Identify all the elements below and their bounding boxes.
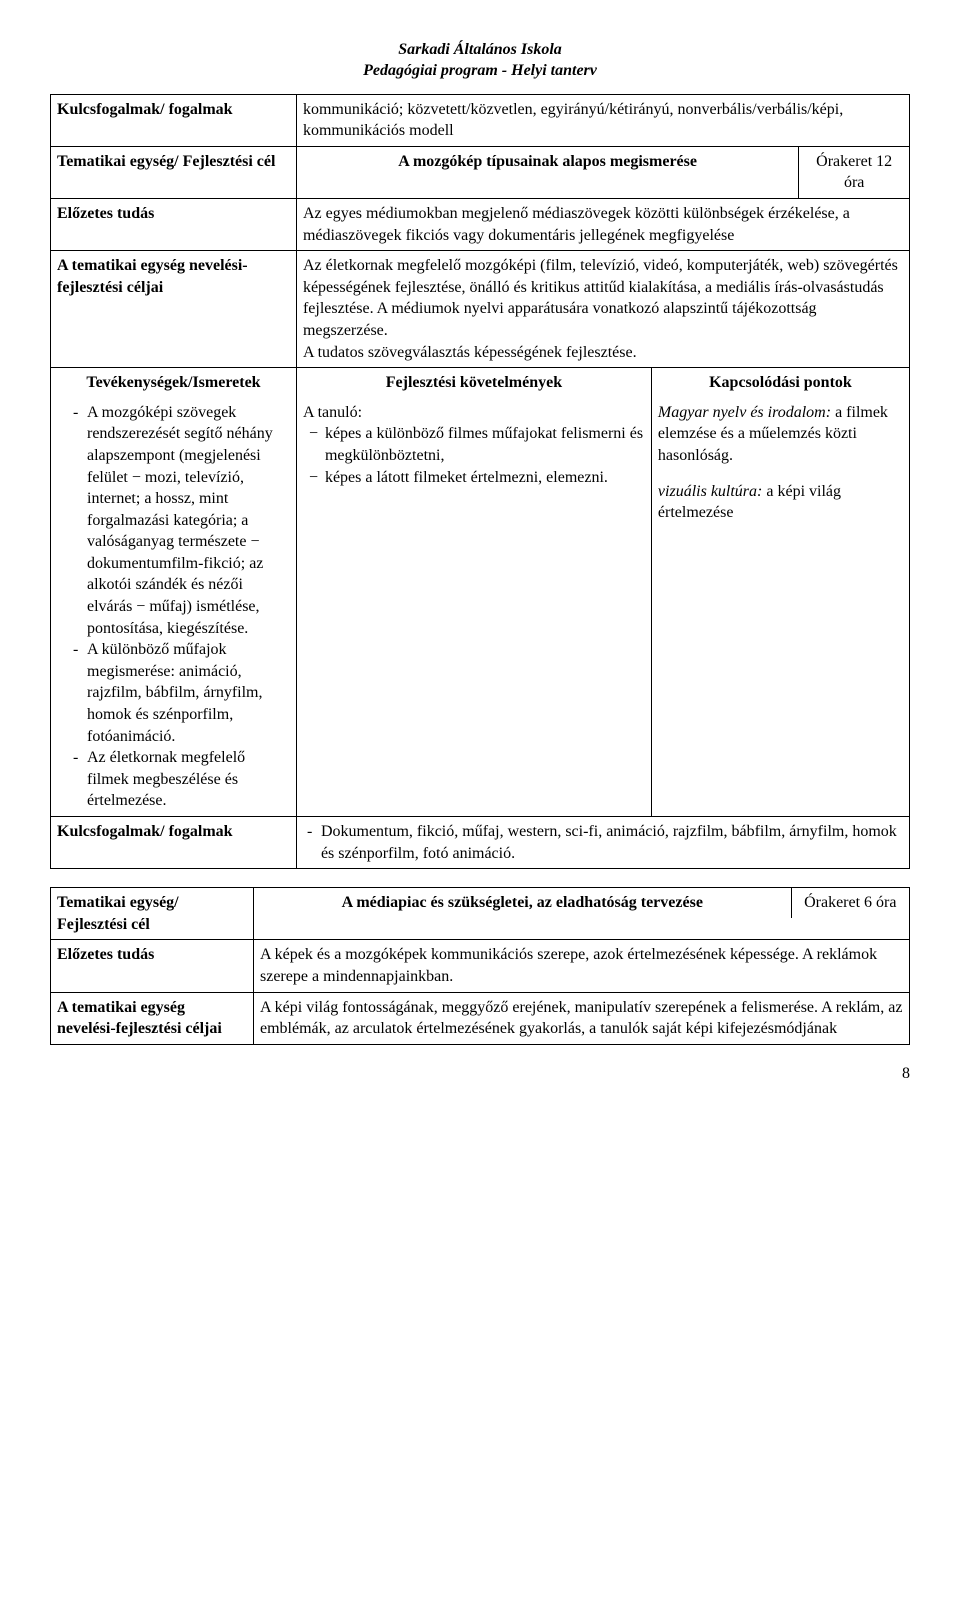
fejl-item: képes a látott filmeket értelmezni, elem… xyxy=(303,467,645,489)
labelb-celok: A tematikai egység nevelési-fejlesztési … xyxy=(51,992,254,1044)
rowb-tema: Tematikai egység/ Fejlesztési cél A médi… xyxy=(51,888,910,940)
label-tema: Tematikai egység/ Fejlesztési cél xyxy=(51,146,297,198)
valueb-tema-wrap: A médiapiac és szükségletei, az eladható… xyxy=(254,888,910,940)
row-3col-body: A mozgóképi szövegek rendszerezését segí… xyxy=(51,398,910,817)
kap-para2: vizuális kultúra: a képi világ értelmezé… xyxy=(658,481,903,524)
rowb-elozetes: Előzetes tudás A képek és a mozgóképek k… xyxy=(51,940,910,992)
labelb-elozetes: Előzetes tudás xyxy=(51,940,254,992)
header-line1: Sarkadi Általános Iskola xyxy=(50,40,910,61)
label-kulcs: Kulcsfogalmak/ fogalmak xyxy=(51,94,297,146)
curriculum-table-b: Tematikai egység/ Fejlesztési cél A médi… xyxy=(50,887,910,1045)
value-elozetes: Az egyes médiumokban megjelenő médiaszöv… xyxy=(296,198,909,250)
head-fejlesztesi: Fejlesztési követelmények xyxy=(296,368,651,398)
tema-hours: Órakeret 12 óra xyxy=(799,147,909,198)
value-celok: Az életkornak megfelelő mozgóképi (film,… xyxy=(296,251,909,368)
kap2-italic: vizuális kultúra: xyxy=(658,483,762,500)
tev-item: Az életkornak megfelelő filmek megbeszél… xyxy=(73,747,290,812)
value-tema-wrap: A mozgókép típusainak alapos megismerése… xyxy=(296,146,909,198)
col-fejlesztesi: A tanuló: képes a különböző filmes műfaj… xyxy=(296,398,651,817)
tema-title: A mozgókép típusainak alapos megismerése xyxy=(297,147,799,198)
tev-item: A különböző műfajok megismerése: animáci… xyxy=(73,639,290,747)
row-elozetes: Előzetes tudás Az egyes médiumokban megj… xyxy=(51,198,910,250)
head-tevekenyseg: Tevékenységek/Ismeretek xyxy=(51,368,297,398)
label-elozetes: Előzetes tudás xyxy=(51,198,297,250)
col-tevekenyseg: A mozgóképi szövegek rendszerezését segí… xyxy=(51,398,297,817)
value-kulcs: kommunikáció; közvetett/közvetlen, egyir… xyxy=(296,94,909,146)
kap1-italic: Magyar nyelv és irodalom: xyxy=(658,404,831,421)
kap-para1: Magyar nyelv és irodalom: a filmek elemz… xyxy=(658,402,903,467)
spacer xyxy=(658,467,903,481)
tev-item: A mozgóképi szövegek rendszerezését segí… xyxy=(73,402,290,640)
rowb-celok: A tematikai egység nevelési-fejlesztési … xyxy=(51,992,910,1044)
labelb-tema: Tematikai egység/ Fejlesztési cél xyxy=(51,888,254,940)
page-number: 8 xyxy=(50,1065,910,1083)
valueb-celok: A képi világ fontosságának, meggyőző ere… xyxy=(254,992,910,1044)
value-kulcs2: Dokumentum, fikció, műfaj, western, sci-… xyxy=(296,817,909,869)
fejl-item: képes a különböző filmes műfajokat felis… xyxy=(303,423,645,466)
valueb-elozetes: A képek és a mozgóképek kommunikációs sz… xyxy=(254,940,910,992)
row-kulcs: Kulcsfogalmak/ fogalmak kommunikáció; kö… xyxy=(51,94,910,146)
kulcs2-item: Dokumentum, fikció, műfaj, western, sci-… xyxy=(307,821,903,864)
doc-header: Sarkadi Általános Iskola Pedagógiai prog… xyxy=(50,40,910,82)
row-3col-head: Tevékenységek/Ismeretek Fejlesztési köve… xyxy=(51,368,910,398)
temab-hours: Órakeret 6 óra xyxy=(791,888,909,918)
header-line2: Pedagógiai program - Helyi tanterv xyxy=(50,61,910,82)
head-kapcsolodasi: Kapcsolódási pontok xyxy=(651,368,909,398)
row-tema: Tematikai egység/ Fejlesztési cél A mozg… xyxy=(51,146,910,198)
fejl-lead: A tanuló: xyxy=(303,402,645,424)
row-celok: A tematikai egység nevelési-fejlesztési … xyxy=(51,251,910,368)
row-kulcs2: Kulcsfogalmak/ fogalmak Dokumentum, fikc… xyxy=(51,817,910,869)
curriculum-table-a: Kulcsfogalmak/ fogalmak kommunikáció; kö… xyxy=(50,94,910,870)
col-kapcsolodasi: Magyar nyelv és irodalom: a filmek elemz… xyxy=(651,398,909,817)
label-kulcs2: Kulcsfogalmak/ fogalmak xyxy=(51,817,297,869)
label-celok: A tematikai egység nevelési-fejlesztési … xyxy=(51,251,297,368)
temab-title: A médiapiac és szükségletei, az eladható… xyxy=(254,888,791,918)
